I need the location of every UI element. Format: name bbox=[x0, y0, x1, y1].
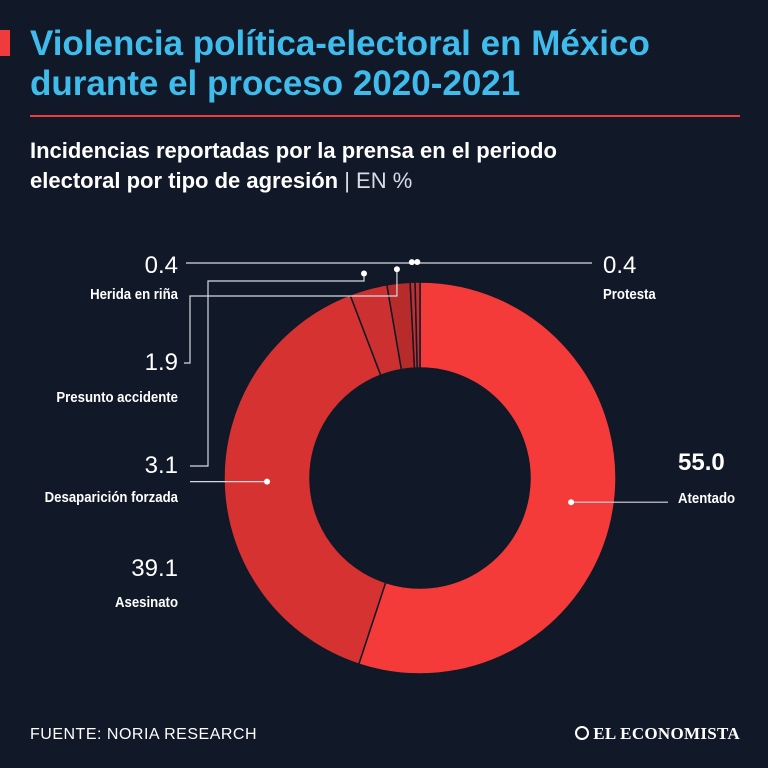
value-label-asesinato: 39.1 bbox=[131, 555, 178, 582]
title-divider bbox=[30, 115, 740, 117]
category-label-atentado: Atentado bbox=[678, 489, 735, 506]
brand-logo: EL ECONOMISTA bbox=[575, 724, 740, 744]
chart-subtitle-line-1: Incidencias reportadas por la prensa en … bbox=[30, 138, 557, 163]
category-label-herida-en-rina: Herida en riña bbox=[90, 285, 178, 302]
category-label-protesta: Protesta bbox=[603, 285, 656, 302]
marker-dot-herida-en-rina bbox=[408, 259, 415, 266]
marker-dot-asesinato bbox=[264, 478, 271, 485]
value-label-desaparicion-forzada: 3.1 bbox=[145, 452, 178, 479]
leader-line-protesta bbox=[416, 262, 592, 264]
category-label-desaparicion-forzada: Desaparición forzada bbox=[45, 488, 178, 505]
marker-dot-protesta bbox=[414, 259, 421, 266]
brand-name: EL ECONOMISTA bbox=[593, 724, 740, 743]
leader-line-herida-en-rina bbox=[186, 262, 413, 264]
category-label-presunto-accidente: Presunto accidente bbox=[56, 388, 178, 405]
value-label-herida-en-rina: 0.4 bbox=[145, 252, 178, 279]
chart-title-line-2: durante el proceso 2020-2021 bbox=[30, 64, 521, 103]
chart-title: Violencia política-electoral en México d… bbox=[30, 24, 650, 104]
slice-protesta bbox=[414, 281, 421, 369]
value-label-protesta: 0.4 bbox=[603, 252, 636, 279]
chart-title-line-1: Violencia política-electoral en México bbox=[30, 24, 650, 63]
marker-dot-desaparicion-forzada bbox=[361, 270, 368, 277]
title-accent-bar bbox=[0, 30, 10, 56]
chart-unit: | EN % bbox=[344, 168, 413, 193]
chart-subtitle: Incidencias reportadas por la prensa en … bbox=[30, 136, 557, 196]
category-label-asesinato: Asesinato bbox=[115, 593, 178, 610]
chart-subtitle-line-2: electoral por tipo de agresión bbox=[30, 168, 339, 193]
value-label-presunto-accidente: 1.9 bbox=[145, 349, 178, 376]
slice-asesinato bbox=[223, 293, 387, 666]
value-label-atentado: 55.0 bbox=[678, 449, 725, 476]
marker-dot-presunto-accidente bbox=[393, 266, 400, 273]
slice-atentado bbox=[357, 281, 617, 675]
brand-circle-icon bbox=[575, 726, 590, 740]
marker-dot-atentado bbox=[568, 499, 575, 506]
leader-line-desaparicion-forzada bbox=[190, 273, 365, 467]
leader-line-presunto-accidente bbox=[184, 269, 398, 364]
source-note: FUENTE: NORIA RESEARCH bbox=[30, 726, 258, 743]
